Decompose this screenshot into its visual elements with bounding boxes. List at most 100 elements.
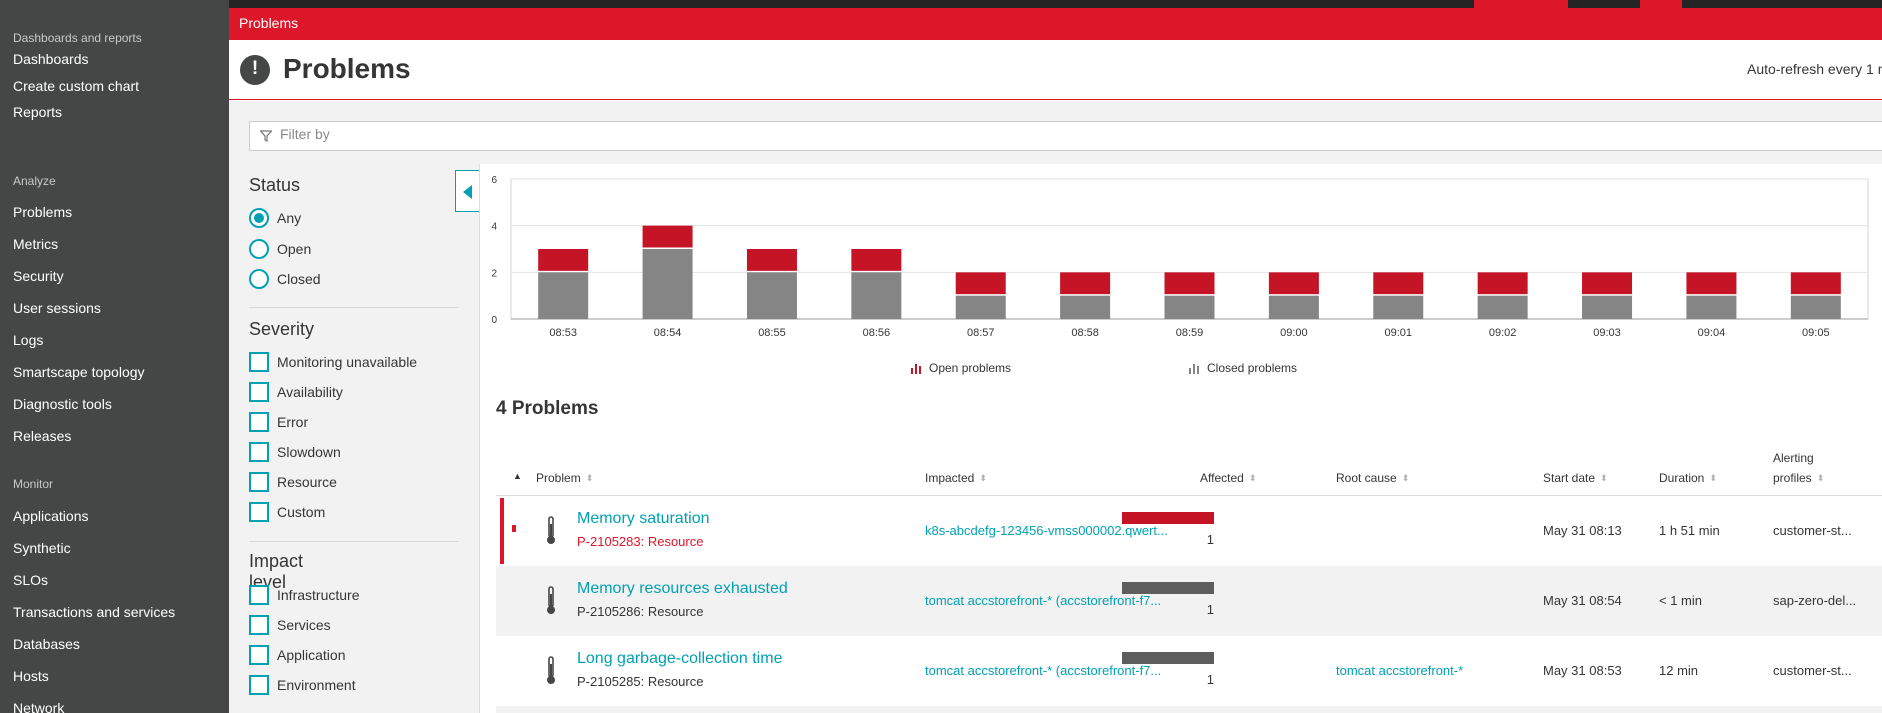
checkbox[interactable]	[249, 675, 269, 695]
nav-item-hosts[interactable]: Hosts	[13, 668, 49, 684]
impact-option-application[interactable]: Application	[249, 645, 346, 665]
severity-option-monitoring-unavailable[interactable]: Monitoring unavailable	[249, 352, 417, 372]
nav-item-synthetic[interactable]: Synthetic	[13, 540, 71, 556]
column-root-cause[interactable]: Root cause ⬍	[1336, 471, 1409, 485]
status-option-open[interactable]: Open	[249, 239, 311, 259]
nav-item-applications[interactable]: Applications	[13, 508, 89, 524]
nav-item-databases[interactable]: Databases	[13, 636, 80, 652]
checkbox[interactable]	[249, 352, 269, 372]
checkbox[interactable]	[249, 472, 269, 492]
checkbox[interactable]	[249, 585, 269, 605]
checkbox[interactable]	[249, 382, 269, 402]
severity-option-availability[interactable]: Availability	[249, 382, 343, 402]
sort-caret-icon[interactable]: ▲	[513, 471, 522, 481]
breadcrumb[interactable]: Problems	[239, 15, 299, 31]
nav-item-diagnostic-tools[interactable]: Diagnostic tools	[13, 396, 112, 412]
bar-closed-problems	[1790, 295, 1841, 319]
left-navigation: Dashboards and reports Dashboards Create…	[0, 0, 229, 713]
problems-chart: 0 2 4 6 08:53 08:54 08:55 08:56 08:57 08:58 08:59 0…	[479, 164, 1882, 384]
checkbox[interactable]	[249, 502, 269, 522]
table-row[interactable]: Memory resources exhausted P-2105286: Re…	[496, 566, 1882, 636]
nav-item-create-custom-chart[interactable]: Create custom chart	[13, 78, 140, 94]
filter-bar[interactable]	[249, 121, 1882, 151]
nav-item-slos[interactable]: SLOs	[13, 572, 49, 588]
table-header: ▲ Problem ⬍ Impacted ⬍ Affected ⬍ Root caus…	[496, 446, 1882, 496]
problem-link[interactable]: Long garbage-collection time	[577, 650, 783, 667]
column-alerting-profiles[interactable]: profiles ⬍	[1773, 471, 1824, 485]
table-row[interactable]	[496, 706, 1882, 713]
impact-option-environment[interactable]: Environment	[249, 675, 356, 695]
bar-closed-problems	[1060, 295, 1111, 319]
problem-link[interactable]: Memory saturation	[577, 510, 710, 527]
severity-option-error[interactable]: Error	[249, 412, 308, 432]
impacted-entity-link[interactable]: tomcat accstorefront-* (accstorefront-f7…	[925, 593, 1162, 608]
checkbox[interactable]	[249, 615, 269, 635]
bar-closed-problems	[955, 295, 1006, 319]
bar-open-problems	[1060, 272, 1111, 295]
legend-closed-problems[interactable]: Closed problems	[1189, 361, 1297, 375]
legend-open-problems[interactable]: Open problems	[911, 361, 1011, 375]
table-row[interactable]: Memory saturation P-2105283: Resource k8…	[496, 496, 1882, 566]
impacted-entity-link[interactable]: k8s-abcdefg-123456-vmss000002.qwert...	[925, 523, 1168, 538]
column-duration[interactable]: Duration ⬍	[1659, 471, 1717, 485]
column-label: Start date	[1543, 471, 1596, 485]
sort-icon: ⬍	[979, 473, 987, 484]
nav-item-metrics[interactable]: Metrics	[13, 236, 59, 252]
filter-input[interactable]	[280, 126, 780, 142]
impact-option-services[interactable]: Services	[249, 615, 331, 635]
table-row[interactable]: Long garbage-collection time P-2105285: …	[496, 636, 1882, 706]
radio[interactable]	[249, 269, 269, 289]
status-option-label: Closed	[277, 271, 321, 287]
chart-svg: 0 2 4 6 08:53 08:54 08:55 08:56 08:57 08:58 08:59 0…	[491, 175, 1869, 339]
collapse-filters-button[interactable]	[455, 170, 479, 212]
status-option-any[interactable]: Any	[249, 208, 301, 228]
column-impacted[interactable]: Impacted ⬍	[925, 471, 987, 485]
severity-option-resource[interactable]: Resource	[249, 472, 337, 492]
nav-item-releases[interactable]: Releases	[13, 428, 72, 444]
severity-option-label: Custom	[277, 504, 326, 520]
x-tick-label: 09:03	[1593, 327, 1621, 339]
bar-chart-icon	[1189, 363, 1201, 374]
column-problem[interactable]: Problem ⬍	[536, 471, 593, 485]
status-option-label: Any	[277, 210, 302, 226]
nav-item-logs[interactable]: Logs	[13, 332, 44, 348]
sort-icon: ⬍	[585, 473, 594, 484]
checkbox[interactable]	[249, 442, 269, 462]
checkbox[interactable]	[249, 412, 269, 432]
problem-link[interactable]: Memory resources exhausted	[577, 580, 788, 597]
nav-item-dashboards[interactable]: Dashboards	[13, 51, 89, 67]
filter-icon	[260, 130, 272, 142]
nav-item-security[interactable]: Security	[13, 268, 64, 284]
root-cause-link[interactable]: tomcat accstorefront-*	[1336, 663, 1464, 678]
impact-option-infrastructure[interactable]: Infrastructure	[249, 585, 359, 605]
thermometer-icon	[547, 586, 555, 614]
auto-refresh-label[interactable]: Auto-refresh every 1 m	[1747, 61, 1882, 77]
radio[interactable]	[249, 239, 269, 259]
divider	[249, 541, 459, 542]
y-tick-label: 6	[491, 175, 497, 186]
bar-closed-problems	[851, 272, 902, 319]
severity-option-custom[interactable]: Custom	[249, 502, 325, 522]
severity-option-label: Slowdown	[277, 444, 341, 460]
column-start-date[interactable]: Start date ⬍	[1543, 471, 1608, 485]
duration: 1 h 51 min	[1659, 523, 1720, 538]
affected-count: 1	[1206, 532, 1214, 547]
alert-icon	[240, 55, 270, 85]
nav-item-smartscape-topology[interactable]: Smartscape topology	[13, 364, 145, 380]
nav-item-problems[interactable]: Problems	[13, 204, 73, 220]
bar-open-problems	[1790, 272, 1841, 295]
nav-item-reports[interactable]: Reports	[13, 104, 63, 120]
impacted-entity-link[interactable]: tomcat accstorefront-* (accstorefront-f7…	[925, 663, 1162, 678]
checkbox[interactable]	[249, 645, 269, 665]
nav-item-transactions-and-services[interactable]: Transactions and services	[13, 604, 176, 620]
y-tick-label: 2	[491, 268, 497, 279]
column-alerting-profiles[interactable]: Alerting	[1773, 451, 1814, 465]
radio-selected[interactable]	[249, 208, 269, 228]
status-option-closed[interactable]: Closed	[249, 269, 321, 289]
bar-open-problems	[955, 272, 1006, 295]
x-tick-label: 08:58	[1071, 327, 1099, 339]
severity-option-slowdown[interactable]: Slowdown	[249, 442, 341, 462]
column-affected[interactable]: Affected ⬍	[1200, 471, 1256, 485]
nav-item-user-sessions[interactable]: User sessions	[13, 300, 101, 316]
nav-item-network[interactable]: Network	[13, 700, 65, 713]
